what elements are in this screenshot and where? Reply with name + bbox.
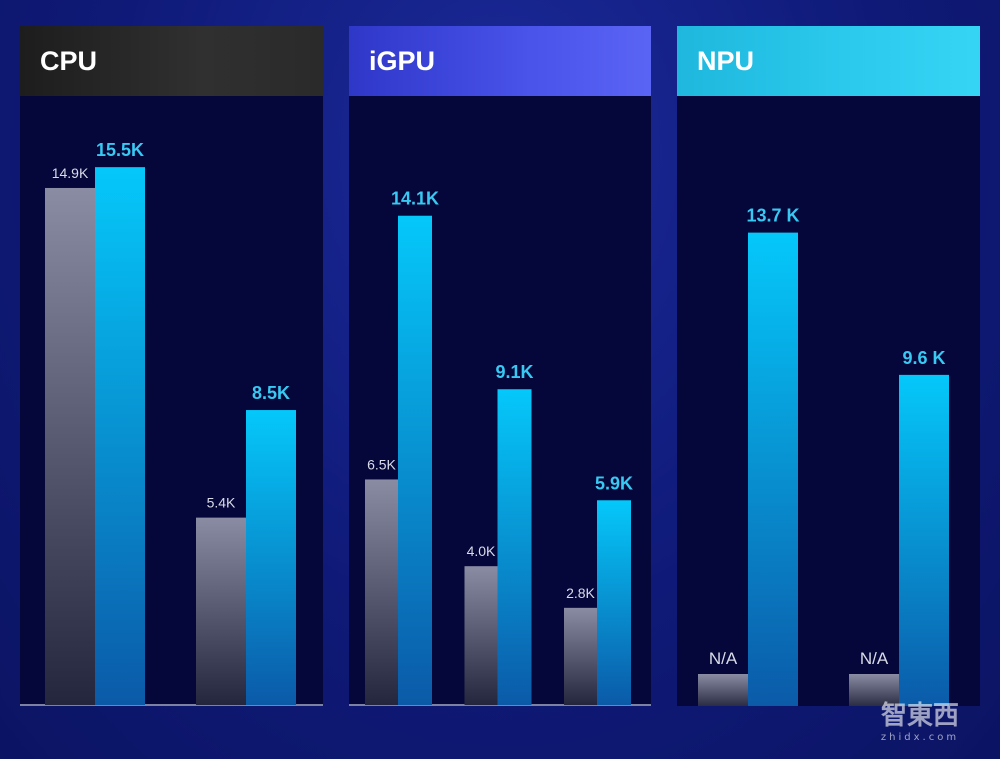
- npu-value-label-fp16-gray: N/A: [860, 649, 889, 668]
- igpu-bar-int8-gray: [365, 479, 398, 705]
- npu-value-label-int8-blue: 13.7 K: [746, 206, 799, 226]
- cpu-value-label-fp16-blue: 8.5K: [252, 383, 290, 403]
- npu-bar-int8-blue: [748, 232, 798, 706]
- npu-bar-int8-gray: [698, 674, 748, 706]
- igpu-value-label-fp32-blue: 5.9K: [595, 473, 633, 493]
- cpu-panel-title: CPU: [20, 26, 323, 96]
- npu-chart: N/A13.7 KInt8N/A9.6 KFP16: [698, 206, 949, 706]
- watermark-subtext: zhidx.com: [881, 732, 959, 743]
- npu-bar-fp16-blue: [899, 374, 949, 706]
- igpu-value-label-fp16-blue: 9.1K: [495, 362, 533, 382]
- igpu-value-label-int8-blue: 14.1K: [391, 189, 439, 209]
- igpu-bar-fp16-gray: [464, 566, 498, 705]
- igpu-value-label-int8-gray: 6.5K: [367, 456, 396, 472]
- npu-bar-fp16-gray: [849, 674, 899, 706]
- cpu-value-label-fp16-gray: 5.4K: [207, 495, 236, 511]
- cpu-bar-int8-blue: [95, 167, 145, 705]
- igpu-bar-int8-blue: [398, 215, 432, 706]
- cpu-bar-fp16-blue: [246, 410, 296, 705]
- watermark-logo: 智東西 zhidx.com: [881, 701, 959, 743]
- cpu-value-label-int8-blue: 15.5K: [96, 140, 144, 160]
- igpu-panel: iGPU 6.5K14.1KInt84.0K9.1KFP162.8K5.9KFP…: [349, 26, 651, 706]
- igpu-value-label-fp32-gray: 2.8K: [566, 585, 595, 601]
- npu-panel: NPU N/A13.7 KInt8N/A9.6 KFP16: [677, 26, 980, 706]
- cpu-bar-int8-gray: [45, 187, 95, 706]
- npu-value-label-int8-gray: N/A: [709, 649, 738, 668]
- npu-value-label-fp16-blue: 9.6 K: [902, 348, 945, 368]
- igpu-bar-fp16-blue: [497, 389, 532, 705]
- cpu-bar-fp16-gray: [196, 517, 246, 705]
- npu-panel-title: NPU: [677, 26, 980, 96]
- watermark-text: 智東西: [881, 701, 959, 731]
- igpu-panel-title: iGPU: [349, 26, 651, 96]
- igpu-value-label-fp16-gray: 4.0K: [467, 543, 496, 559]
- igpu-bar-fp32-blue: [597, 500, 631, 705]
- cpu-value-label-int8-gray: 14.9K: [52, 165, 89, 181]
- igpu-bar-fp32-gray: [564, 607, 597, 705]
